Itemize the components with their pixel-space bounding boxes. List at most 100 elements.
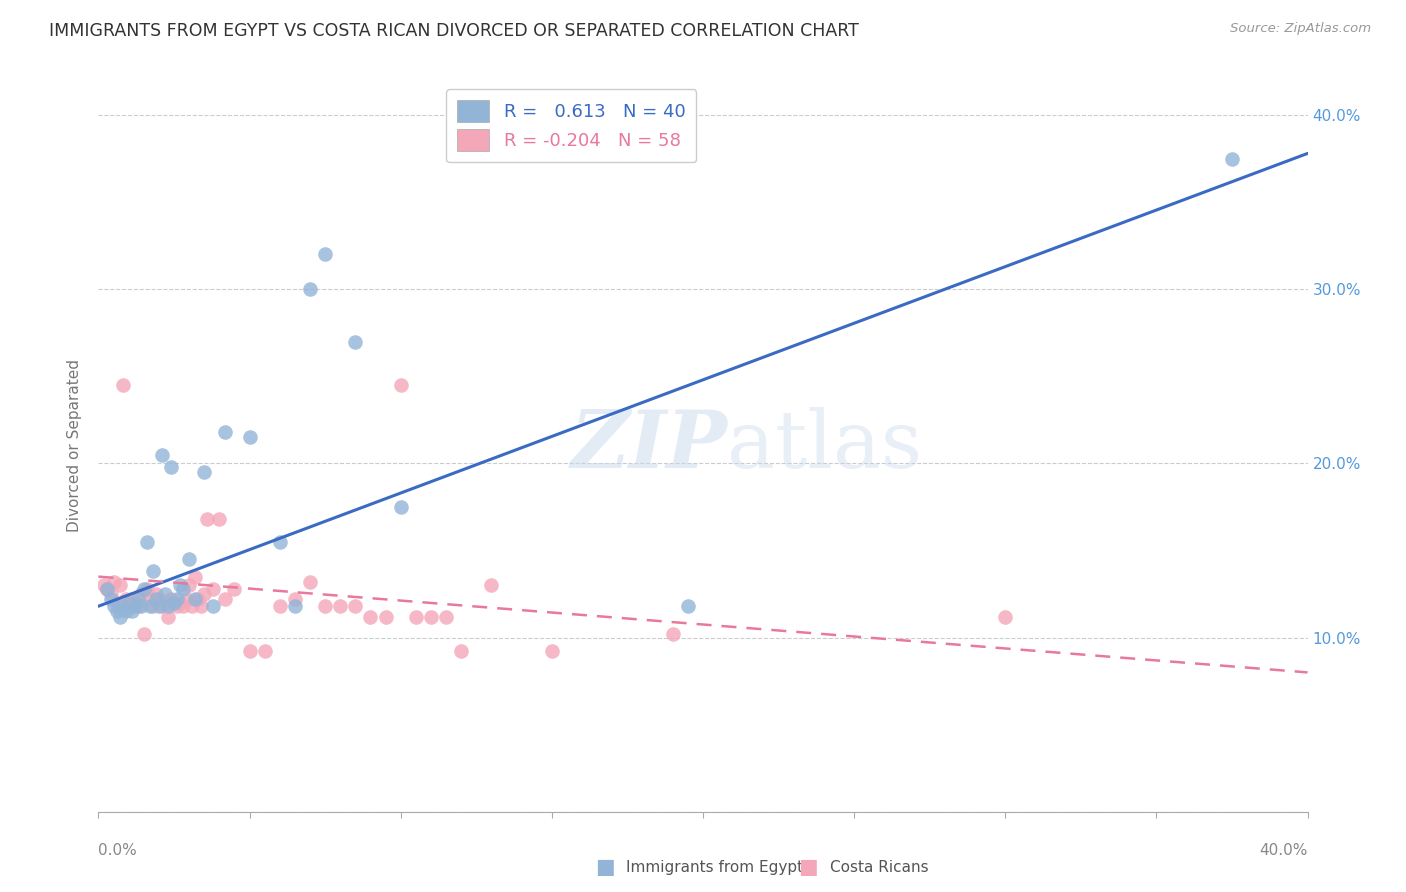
Point [374,609,396,624]
Point [169,578,191,592]
Point [127,599,149,614]
Text: Source: ZipAtlas.com: Source: ZipAtlas.com [1230,22,1371,36]
Point [103,574,125,589]
Point [135,534,157,549]
Point [100,592,122,607]
Point [124,599,146,614]
Point [153,587,176,601]
Point [156,599,179,614]
Point [150,448,173,462]
Point [129,587,152,601]
Point [163,596,186,610]
Point [179,552,201,566]
Point [163,596,186,610]
Point [114,604,136,618]
Text: atlas: atlas [727,407,922,485]
Point [344,599,367,614]
Text: ZIP: ZIP [571,408,727,484]
Point [195,512,218,526]
Point [184,569,207,583]
Point [142,565,165,579]
Point [127,592,149,607]
Point [662,627,685,641]
Point [153,596,176,610]
Point [145,592,167,607]
Point [169,596,191,610]
Point [181,599,204,614]
Point [172,599,194,614]
Point [214,425,236,439]
Point [540,644,562,658]
Point [118,596,141,610]
Point [434,609,457,624]
Point [184,592,207,607]
Point [193,465,215,479]
Point [299,574,322,589]
Point [420,609,443,624]
Point [108,609,131,624]
Point [132,582,155,596]
Point [114,592,136,607]
Point [160,592,183,607]
Point [208,512,231,526]
Point [190,599,212,614]
Point [389,378,412,392]
Point [284,599,307,614]
Point [202,582,225,596]
Y-axis label: Divorced or Separated: Divorced or Separated [67,359,83,533]
Point [121,592,143,607]
Point [299,282,322,296]
Point [202,599,225,614]
Point [132,627,155,641]
Point [344,334,367,349]
Point [100,587,122,601]
Text: Costa Ricans: Costa Ricans [830,860,928,874]
Point [389,500,412,514]
Point [239,644,262,658]
Point [214,592,236,607]
Text: IMMIGRANTS FROM EGYPT VS COSTA RICAN DIVORCED OR SEPARATED CORRELATION CHART: IMMIGRANTS FROM EGYPT VS COSTA RICAN DIV… [49,22,859,40]
Point [253,644,276,658]
Point [1220,152,1243,166]
Point [145,587,167,601]
Point [111,378,134,392]
Point [172,582,194,596]
Point [187,592,209,607]
Point [111,599,134,614]
Legend: R =   0.613   N = 40, R = -0.204   N = 58: R = 0.613 N = 40, R = -0.204 N = 58 [446,89,696,162]
Text: 40.0%: 40.0% [1260,843,1308,858]
Text: ■: ■ [799,857,818,877]
Point [156,609,179,624]
Point [105,604,128,618]
Point [139,592,162,607]
Point [676,599,699,614]
Point [174,592,197,607]
Point [150,599,173,614]
Point [179,578,201,592]
Point [135,582,157,596]
Point [284,592,307,607]
Point [124,596,146,610]
Point [148,592,170,607]
Point [105,596,128,610]
Point [314,599,336,614]
Point [224,582,246,596]
Point [118,599,141,614]
Point [360,609,382,624]
Point [142,599,165,614]
Text: ■: ■ [595,857,614,877]
Point [193,587,215,601]
Text: 0.0%: 0.0% [98,843,138,858]
Point [160,459,183,474]
Text: Immigrants from Egypt: Immigrants from Egypt [626,860,803,874]
Point [121,604,143,618]
Point [269,534,291,549]
Point [103,599,125,614]
Point [108,578,131,592]
Point [148,599,170,614]
Point [269,599,291,614]
Point [314,247,336,261]
Point [405,609,427,624]
Point [166,592,188,607]
Point [93,578,115,592]
